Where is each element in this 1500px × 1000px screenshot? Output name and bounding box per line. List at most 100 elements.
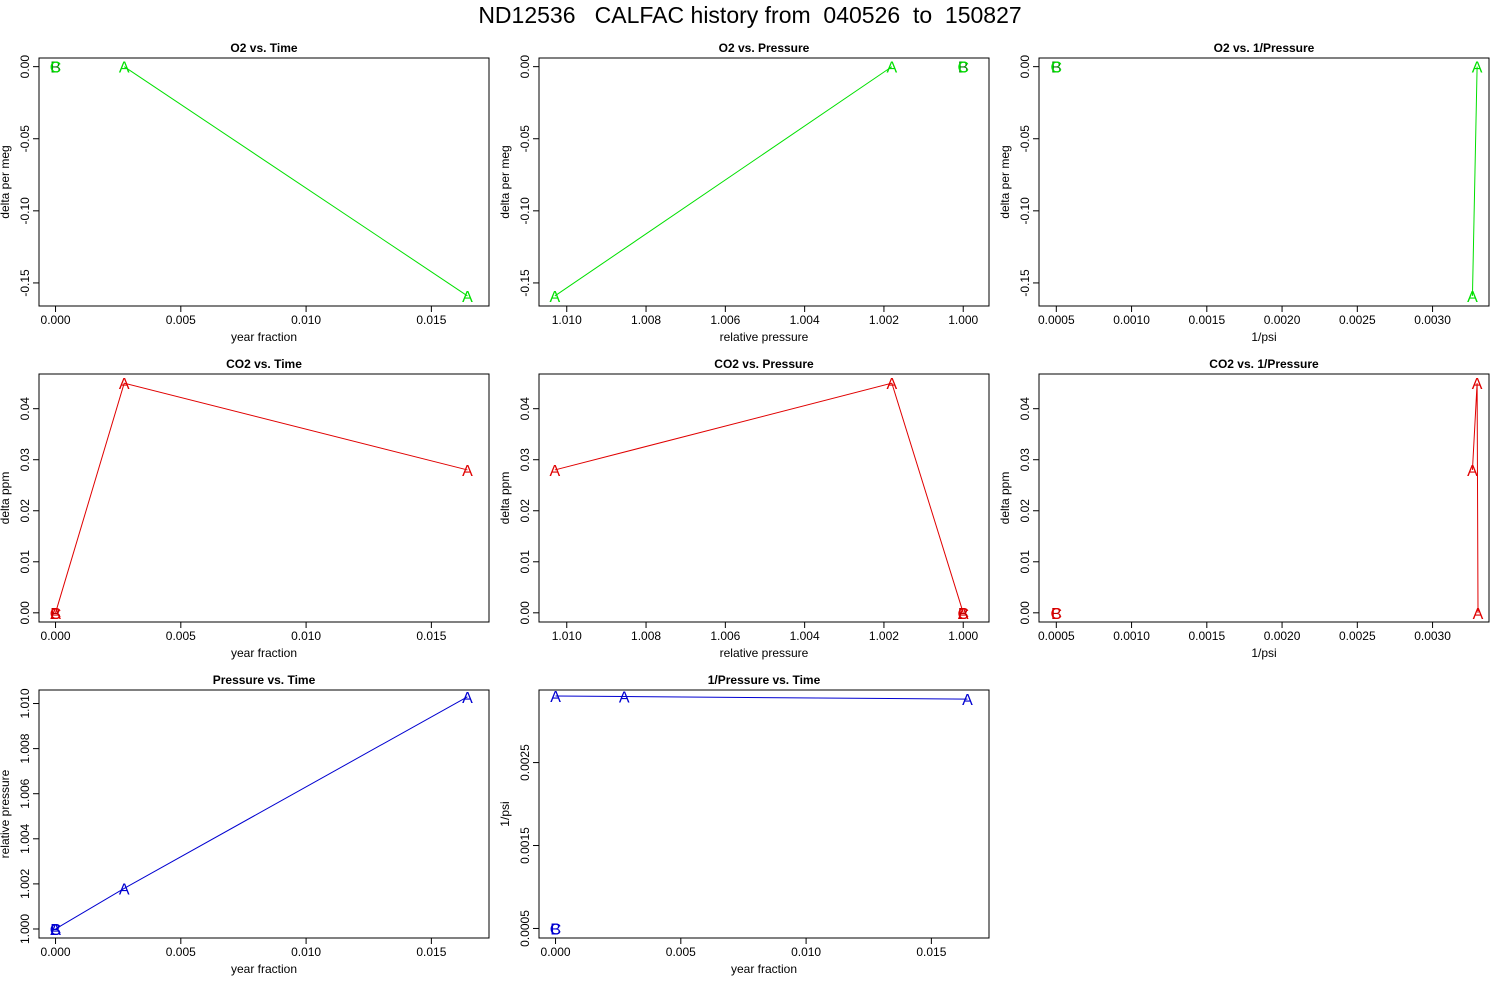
y-tick-label: 0.01 bbox=[18, 550, 32, 574]
y-tick-label: 0.04 bbox=[518, 397, 532, 421]
y-tick-label: 0.04 bbox=[1018, 397, 1032, 421]
plot-frame bbox=[538, 373, 990, 623]
plot-frame bbox=[38, 373, 490, 623]
point-b: B bbox=[50, 922, 61, 939]
y-axis-label: 1/psi bbox=[498, 801, 512, 826]
y-tick-label: 0.02 bbox=[518, 499, 532, 523]
x-tick-label: 0.000 bbox=[541, 945, 571, 959]
y-tick-label: -0.05 bbox=[1018, 125, 1032, 153]
x-tick-label: 1.002 bbox=[869, 313, 899, 327]
point-b: B bbox=[1051, 606, 1062, 623]
x-tick-label: 0.0025 bbox=[1339, 313, 1376, 327]
series-a-line bbox=[123, 66, 468, 297]
panel-2: O2 vs. Pressure 1.010 1.008 1.006 1.004 1.002… bbox=[498, 41, 990, 344]
series-a-line bbox=[554, 382, 964, 613]
y-tick-label: 0.03 bbox=[518, 448, 532, 472]
panel-7: Pressure vs. Time 0.000 0.005 0.010 0.015 1.0… bbox=[0, 673, 490, 976]
x-tick-label: 1.004 bbox=[790, 629, 820, 643]
x-tick-label: 0.000 bbox=[41, 945, 71, 959]
point-c: C bbox=[1051, 606, 1063, 623]
point-a: A bbox=[1467, 289, 1478, 306]
point-b: B bbox=[50, 606, 61, 623]
panel-5: CO2 vs. Pressure 1.010 1.008 1.006 1.004 1.00… bbox=[498, 357, 990, 660]
x-tick-label: 0.005 bbox=[666, 945, 696, 959]
series-a-line bbox=[55, 696, 468, 930]
plot-frame bbox=[38, 57, 490, 307]
point-a: A bbox=[119, 881, 130, 898]
y-tick-label: 0.03 bbox=[18, 448, 32, 472]
point-c: C bbox=[50, 922, 62, 939]
x-tick-label: 0.015 bbox=[416, 313, 446, 327]
point-a: A bbox=[1473, 606, 1484, 623]
series-a-line bbox=[554, 66, 893, 297]
y-axis-label: delta per meg bbox=[498, 145, 512, 218]
point-a: A bbox=[550, 689, 561, 706]
y-tick-label: 0.00 bbox=[518, 601, 532, 625]
y-axis-label: relative pressure bbox=[0, 769, 12, 858]
y-tick-label: 0.0015 bbox=[518, 827, 532, 864]
point-a: A bbox=[958, 606, 969, 623]
x-tick-label: 1.010 bbox=[552, 629, 582, 643]
x-tick-label: 0.005 bbox=[166, 629, 196, 643]
point-b: B bbox=[958, 60, 969, 77]
panel-1: O2 vs. Time 0.000 0.005 0.010 0.015 0.00 -0.05… bbox=[0, 41, 490, 344]
panel-title: CO2 vs. Time bbox=[226, 357, 302, 371]
plot-frame bbox=[1038, 373, 1490, 623]
y-axis-label: delta ppm bbox=[0, 472, 12, 525]
x-tick-label: 0.0020 bbox=[1264, 629, 1301, 643]
x-tick-label: 1.004 bbox=[790, 313, 820, 327]
x-axis-label: year fraction bbox=[731, 962, 797, 976]
point-a: A bbox=[119, 60, 130, 77]
point-a: A bbox=[962, 692, 973, 709]
point-a: A bbox=[887, 376, 898, 393]
plot-frame bbox=[538, 57, 990, 307]
x-tick-label: 0.0020 bbox=[1264, 313, 1301, 327]
y-tick-label: 0.02 bbox=[1018, 499, 1032, 523]
y-tick-label: 0.01 bbox=[1018, 550, 1032, 574]
y-tick-label: -0.05 bbox=[18, 125, 32, 153]
point-a: A bbox=[550, 289, 561, 306]
x-tick-label: 0.005 bbox=[166, 945, 196, 959]
y-tick-label: 1.004 bbox=[18, 823, 32, 853]
x-tick-label: 0.0005 bbox=[1038, 313, 1075, 327]
point-a: A bbox=[462, 289, 473, 306]
x-tick-label: 0.015 bbox=[916, 945, 946, 959]
main-title: ND12536 CALFAC history from 040526 to 15… bbox=[478, 2, 1022, 28]
point-b: B bbox=[50, 60, 61, 77]
y-tick-label: 1.006 bbox=[18, 778, 32, 808]
panel-title: Pressure vs. Time bbox=[213, 673, 316, 687]
x-tick-label: 0.0010 bbox=[1113, 629, 1150, 643]
x-tick-label: 0.0030 bbox=[1414, 629, 1451, 643]
y-tick-label: -0.15 bbox=[18, 269, 32, 297]
x-tick-label: 0.0030 bbox=[1414, 313, 1451, 327]
y-tick-label: 1.000 bbox=[18, 914, 32, 944]
y-tick-label: -0.10 bbox=[518, 197, 532, 225]
panel-4: CO2 vs. Time 0.000 0.005 0.010 0.015 0.00 0.01… bbox=[0, 357, 490, 660]
panel-8: 1/Pressure vs. Time 0.000 0.005 0.010 0.015 0… bbox=[498, 673, 990, 976]
x-axis-label: year fraction bbox=[231, 330, 297, 344]
x-tick-label: 0.010 bbox=[291, 629, 321, 643]
x-axis-label: relative pressure bbox=[720, 646, 809, 660]
x-axis-label: year fraction bbox=[231, 962, 297, 976]
x-tick-label: 0.010 bbox=[291, 313, 321, 327]
x-tick-label: 1.006 bbox=[710, 629, 740, 643]
point-c: C bbox=[957, 606, 969, 623]
x-axis-label: year fraction bbox=[231, 646, 297, 660]
point-a: A bbox=[1472, 376, 1483, 393]
point-c: C bbox=[957, 60, 969, 77]
plot-frame bbox=[1038, 57, 1490, 307]
x-tick-label: 0.0005 bbox=[1038, 629, 1075, 643]
x-tick-label: 0.0015 bbox=[1188, 313, 1225, 327]
point-a: A bbox=[887, 60, 898, 77]
x-tick-label: 1.006 bbox=[710, 313, 740, 327]
plot-frame bbox=[538, 689, 990, 939]
x-tick-label: 1.008 bbox=[631, 629, 661, 643]
panel-title: O2 vs. 1/Pressure bbox=[1214, 41, 1315, 55]
point-a: A bbox=[462, 463, 473, 480]
series-a-line bbox=[55, 382, 468, 613]
y-tick-label: 0.00 bbox=[1018, 601, 1032, 625]
y-tick-label: 1.008 bbox=[18, 733, 32, 763]
point-a: A bbox=[1467, 463, 1478, 480]
x-tick-label: 0.0015 bbox=[1188, 629, 1225, 643]
